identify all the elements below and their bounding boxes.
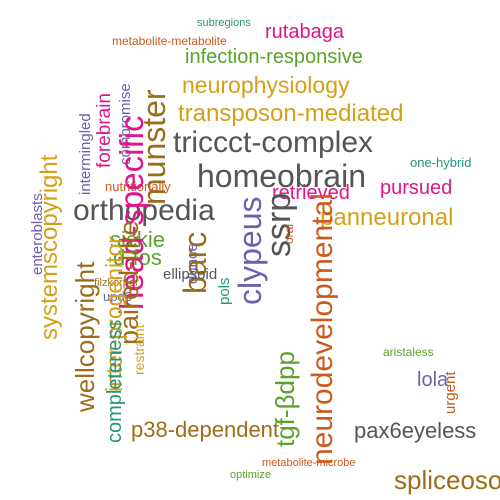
word-7: homeobrain bbox=[197, 158, 366, 194]
word-4: neurophysiology bbox=[182, 72, 350, 98]
word-5: transposon-mediated bbox=[178, 100, 404, 127]
word-36: neurodevelopmental bbox=[306, 193, 339, 465]
word-43: metabolite-microbe bbox=[262, 457, 356, 469]
word-40: spliceosome bbox=[394, 465, 500, 495]
word-23: sickie bbox=[110, 227, 166, 252]
word-14: one-hybrid bbox=[410, 155, 472, 170]
word-45: completeness bbox=[104, 319, 126, 443]
word-16: pursued bbox=[380, 177, 453, 199]
word-30: upd3 bbox=[103, 289, 132, 304]
word-46: optimize bbox=[230, 469, 271, 481]
word-37: pax6eyeless bbox=[354, 418, 477, 443]
word-32: aristaless bbox=[383, 345, 434, 359]
word-29: pols bbox=[216, 277, 233, 305]
word-10: forebrain bbox=[94, 93, 115, 168]
word-15: retrieved bbox=[272, 182, 350, 204]
word-3: infection-responsive bbox=[185, 46, 363, 68]
word-27: filzkörper bbox=[94, 277, 139, 289]
word-2: metabolite-metabolite bbox=[112, 34, 227, 48]
word-1: rutabaga bbox=[265, 21, 344, 43]
word-24: d-fos bbox=[113, 245, 162, 270]
word-33: lola bbox=[417, 369, 449, 391]
word-11: intermingled bbox=[77, 113, 94, 195]
word-20: panneuronal bbox=[320, 204, 454, 231]
word-34: urgent bbox=[442, 371, 459, 414]
word-6: triccct-complex bbox=[173, 126, 374, 159]
word-0: subregions bbox=[197, 17, 251, 29]
word-13: nutritionally bbox=[105, 179, 171, 194]
word-28: ellipsoid bbox=[163, 266, 218, 283]
word-41: restraint bbox=[131, 324, 147, 375]
word-31: dunce bbox=[184, 243, 201, 284]
word-17: orthopedia bbox=[73, 194, 215, 227]
word-44: p38-dependent bbox=[131, 417, 280, 442]
word-21: enteroblasts bbox=[29, 193, 46, 275]
word-26: oral bbox=[282, 223, 296, 244]
